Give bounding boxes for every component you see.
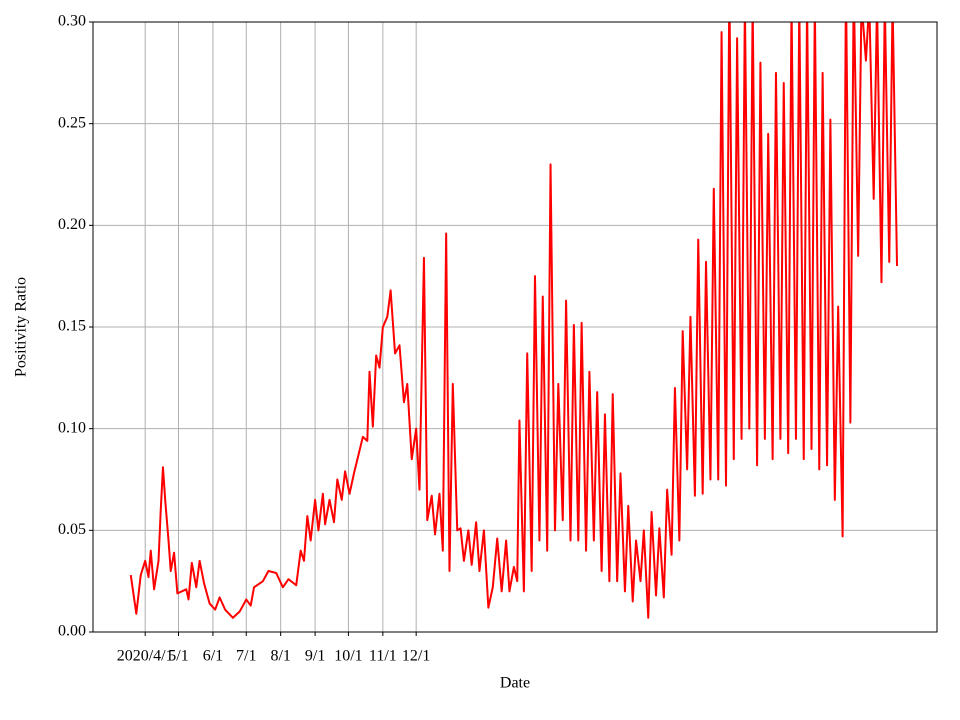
y-axis-label: Positivity Ratio [13, 277, 30, 377]
y-tick-label: 0.20 [58, 216, 86, 233]
y-tick-label: 0.30 [58, 13, 86, 30]
x-tick-label: 2020/4/1 [117, 648, 174, 665]
y-tick-label: 0.25 [58, 114, 86, 131]
y-tick-label: 0.00 [58, 623, 86, 640]
y-tick-label: 0.15 [58, 318, 86, 335]
x-tick-label: 8/1 [270, 648, 290, 665]
x-tick-label: 9/1 [305, 648, 325, 665]
x-tick-label: 10/1 [334, 648, 362, 665]
y-tick-label: 0.05 [58, 521, 86, 538]
x-axis-label: Date [500, 675, 530, 692]
x-tick-label: 12/1 [402, 648, 430, 665]
x-tick-label: 7/1 [236, 648, 256, 665]
data-line [129, 22, 899, 619]
x-tick-label: 5/1 [168, 648, 188, 665]
x-tick-label: 6/1 [203, 648, 223, 665]
x-tick-label: 11/1 [369, 648, 397, 665]
y-tick-label: 0.10 [58, 419, 86, 436]
